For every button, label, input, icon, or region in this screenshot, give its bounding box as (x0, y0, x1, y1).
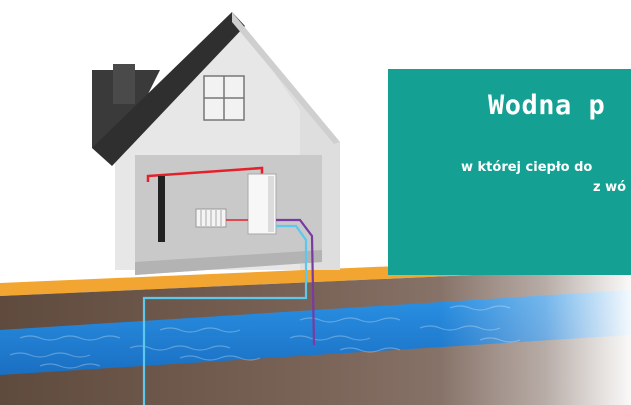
heat-pump-unit (247, 173, 277, 235)
house-roof-right-edge (232, 12, 340, 144)
water-wave-lines (9, 305, 521, 369)
panel-subtitle-line-1: w której ciepło do (461, 160, 593, 175)
hot-pipe (146, 166, 264, 182)
warm-pipe (276, 218, 316, 346)
panel-title: Wodna p (488, 90, 606, 121)
radiator (195, 208, 227, 228)
info-panel (388, 69, 631, 275)
house-interior-floor (135, 250, 322, 275)
house-window (203, 75, 245, 121)
panel-subtitle-line-2: z wó (593, 180, 627, 195)
house-roof (92, 12, 245, 166)
wall-heater (158, 176, 165, 242)
cold-pipe (142, 224, 308, 405)
house-chimney (113, 64, 135, 104)
house-roof-back (92, 70, 160, 148)
